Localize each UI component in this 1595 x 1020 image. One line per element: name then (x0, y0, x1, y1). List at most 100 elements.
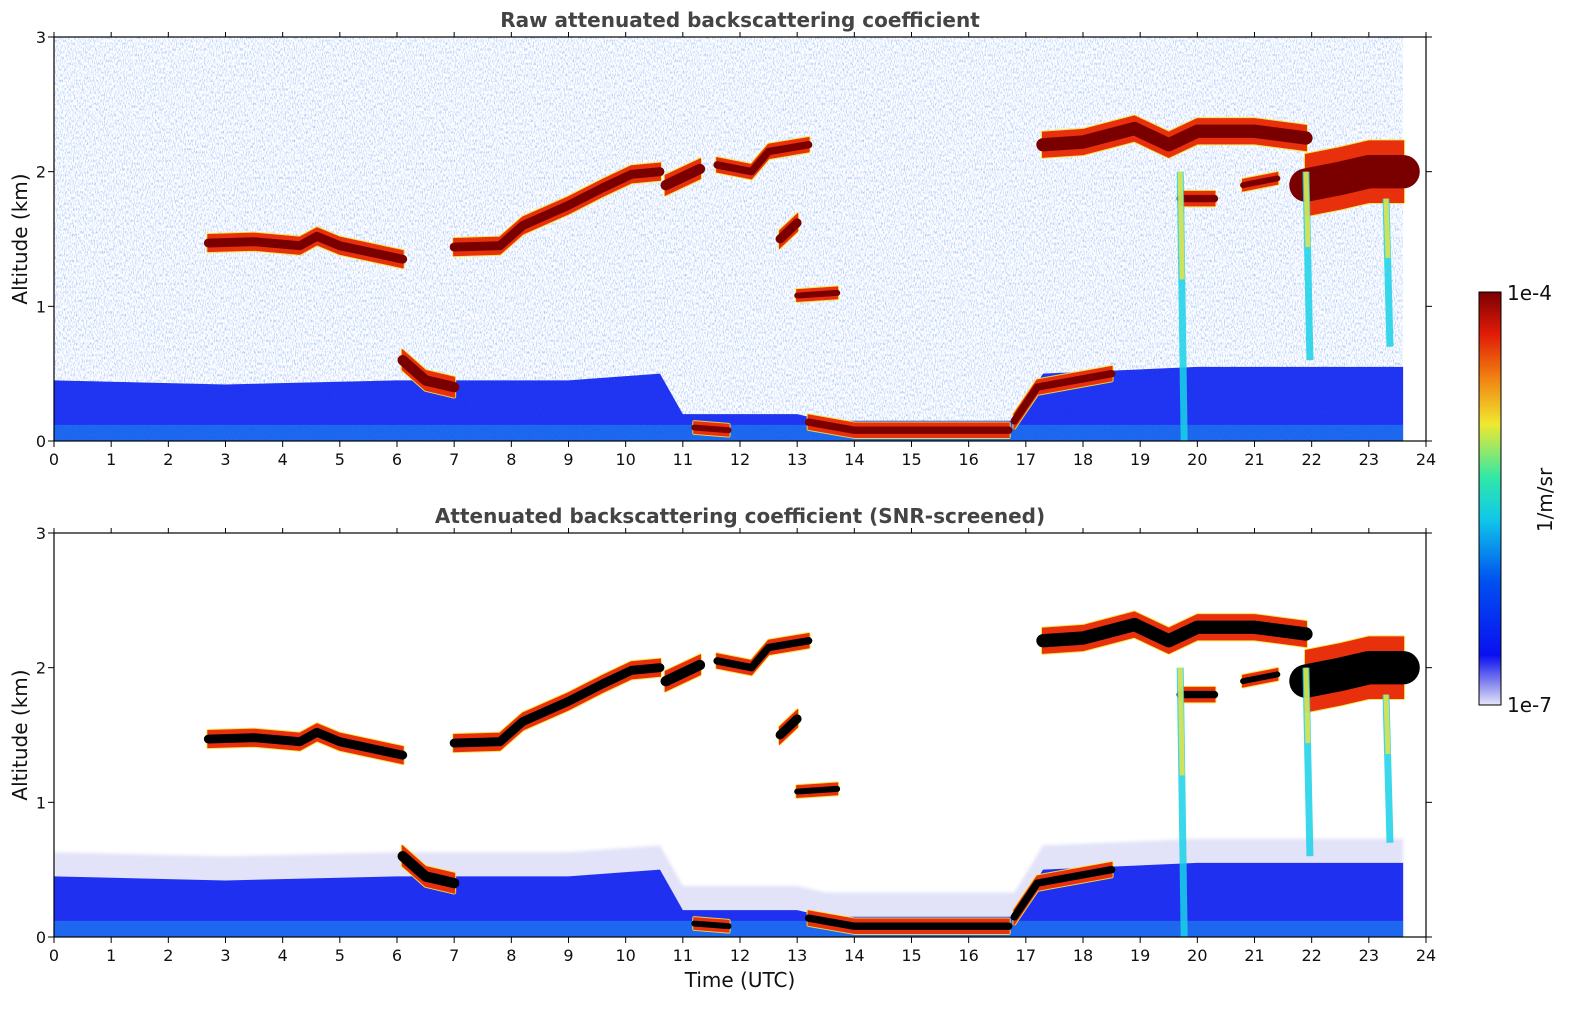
x-tick-label: 8 (506, 450, 516, 469)
x-tick-label: 14 (844, 450, 864, 469)
cloud-core (1010, 369, 1116, 425)
x-tick-label: 16 (958, 946, 978, 965)
x-tick-label: 22 (1301, 450, 1321, 469)
x-tick-label: 17 (1016, 450, 1036, 469)
x-tick-label: 4 (278, 946, 288, 965)
y-tick-label: 3 (36, 524, 46, 543)
panel1-cloud-layers (203, 114, 1420, 441)
x-tick-label: 6 (392, 946, 402, 965)
x-tick-label: 21 (1244, 946, 1264, 965)
x-tick-label: 4 (278, 450, 288, 469)
x-tick-label: 15 (901, 946, 921, 965)
x-tick-label: 11 (673, 450, 693, 469)
cloud-core (1289, 651, 1420, 698)
colorbar-unit-label: 1/m/sr (1533, 467, 1557, 532)
cloud-core (397, 851, 460, 889)
x-tick-label: 21 (1244, 450, 1264, 469)
x-tick-label: 18 (1073, 450, 1093, 469)
x-tick-label: 8 (506, 946, 516, 965)
precipitation-streak-core (1303, 667, 1311, 744)
y-tick-label: 3 (36, 28, 46, 47)
cloud-core (691, 424, 732, 434)
cloud-core (713, 637, 813, 672)
precipitation-streak-core (1383, 198, 1391, 258)
y-tick-label: 1 (36, 793, 46, 812)
x-tick-label: 1 (106, 946, 116, 965)
precipitation-streak-core (1177, 667, 1185, 776)
cloud-core (804, 914, 1013, 930)
cloud-core (691, 920, 732, 930)
raw-backscatter-panel: Raw attenuated backscattering coefficien… (8, 8, 1436, 469)
x-tick-label: 0 (49, 450, 59, 469)
cloud-core (1010, 865, 1116, 921)
x-tick-label: 23 (1359, 946, 1379, 965)
x-tick-label: 2 (163, 946, 173, 965)
x-tick-label: 5 (335, 946, 345, 965)
x-tick-label: 6 (392, 450, 402, 469)
y-tick-label: 2 (36, 163, 46, 182)
cloud-core (1240, 175, 1281, 189)
x-tick-label: 2 (163, 450, 173, 469)
cloud-layer (1013, 861, 1113, 927)
x-tick-label: 3 (220, 946, 230, 965)
x-tick-label: 12 (730, 450, 750, 469)
cloud-core (449, 663, 665, 748)
precipitation-streak-core (1383, 694, 1391, 754)
panel2-title: Attenuated backscattering coefficient (S… (435, 504, 1045, 528)
panel2-plot-area (54, 533, 1426, 937)
x-tick-label: 19 (1130, 450, 1150, 469)
x-tick-label: 11 (673, 946, 693, 965)
panel1-y-axis-label: Altitude (km) (8, 173, 32, 304)
cloud-core (1240, 671, 1281, 685)
x-tick-label: 23 (1359, 450, 1379, 469)
x-tick-label: 13 (787, 946, 807, 965)
x-tick-label: 16 (958, 450, 978, 469)
y-tick-label: 2 (36, 659, 46, 678)
cloud-core (713, 141, 813, 176)
x-tick-label: 10 (615, 450, 635, 469)
cloud-core (1036, 617, 1313, 648)
x-tick-label: 7 (449, 450, 459, 469)
x-tick-label: 14 (844, 946, 864, 965)
cloud-core (804, 418, 1013, 434)
panel2-y-ticks: 0 1 2 3 (36, 524, 1432, 947)
x-tick-label: 20 (1187, 946, 1207, 965)
cloud-core (1036, 121, 1313, 152)
x-axis-label: Time (UTC) (684, 968, 796, 992)
cloud-core (449, 167, 665, 252)
panel2-cloud-layers (203, 610, 1420, 937)
x-tick-label: 19 (1130, 946, 1150, 965)
cloud-core (660, 163, 706, 191)
x-tick-label: 18 (1073, 946, 1093, 965)
panel1-title: Raw attenuated backscattering coefficien… (500, 8, 980, 32)
precipitation-streak-core (1303, 171, 1311, 248)
cloud-core (794, 785, 841, 795)
x-tick-label: 9 (563, 450, 573, 469)
x-tick-label: 9 (563, 946, 573, 965)
x-tick-label: 3 (220, 450, 230, 469)
panel1-plot-area (54, 37, 1420, 441)
x-tick-label: 12 (730, 946, 750, 965)
x-tick-label: 0 (49, 946, 59, 965)
cloud-core (775, 218, 802, 244)
precipitation-streak-core (1177, 171, 1185, 280)
colorbar-min-label: 1e-7 (1507, 693, 1552, 717)
panel1-y-ticks: 0 1 2 3 (36, 28, 1432, 451)
x-tick-label: 15 (901, 450, 921, 469)
screened-backscatter-panel: Attenuated backscattering coefficient (S… (8, 504, 1436, 992)
colorbar-gradient (1478, 291, 1502, 706)
y-tick-label: 1 (36, 297, 46, 316)
panel2-x-ticks: 0 1 2 3 4 5 6 7 8 9 10 11 12 13 14 15 16 17 18 19 20 21 22 23 24 (49, 528, 1436, 965)
cloud-core (660, 659, 706, 687)
colorbar: 1e-4 1e-7 1/m/sr (1478, 281, 1557, 717)
x-tick-label: 20 (1187, 450, 1207, 469)
cloud-core (397, 355, 460, 393)
cloud-core (794, 289, 841, 299)
panel1-x-ticks: 0 1 2 3 4 5 6 7 8 9 10 11 12 13 14 15 16 17 18 19 20 21 22 23 24 (49, 32, 1436, 469)
x-tick-label: 24 (1416, 946, 1436, 965)
colorbar-max-label: 1e-4 (1507, 281, 1552, 305)
cloud-core (1289, 155, 1420, 202)
y-tick-label: 0 (36, 432, 46, 451)
cloud-core (203, 231, 408, 264)
